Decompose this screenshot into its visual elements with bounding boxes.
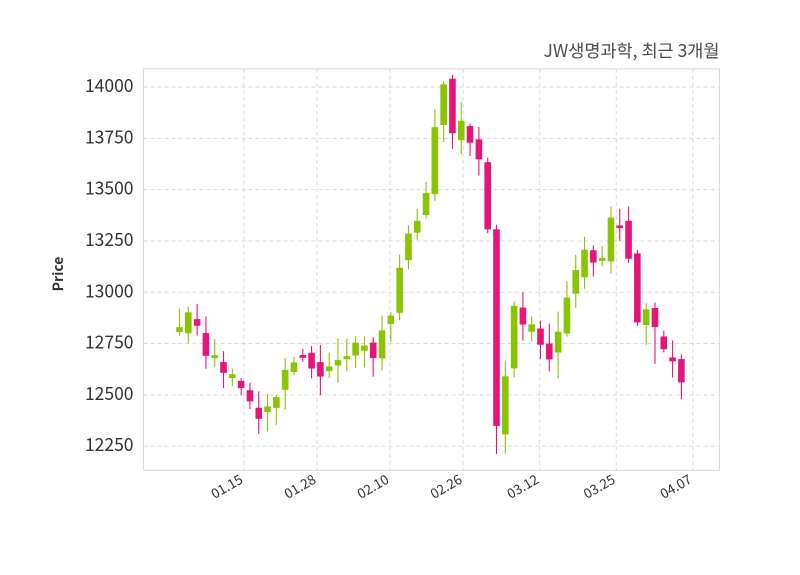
svg-text:13750: 13750 [85,124,134,149]
svg-text:12750: 12750 [85,330,134,355]
svg-text:JW생명과학, 최근 3개월: JW생명과학, 최근 3개월 [544,38,720,63]
svg-text:12500: 12500 [85,381,134,406]
svg-text:Price: Price [48,257,68,292]
svg-text:13500: 13500 [85,176,134,201]
svg-text:14000: 14000 [85,73,134,98]
svg-text:12250: 12250 [85,432,134,457]
svg-text:13000: 13000 [85,278,134,303]
svg-text:13250: 13250 [85,227,134,252]
